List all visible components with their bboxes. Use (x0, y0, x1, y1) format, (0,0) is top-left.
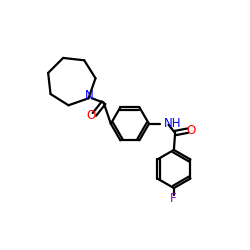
Text: O: O (87, 109, 96, 122)
Text: N: N (84, 89, 93, 102)
Text: O: O (186, 124, 196, 137)
Text: F: F (170, 192, 177, 205)
Text: NH: NH (164, 117, 182, 130)
